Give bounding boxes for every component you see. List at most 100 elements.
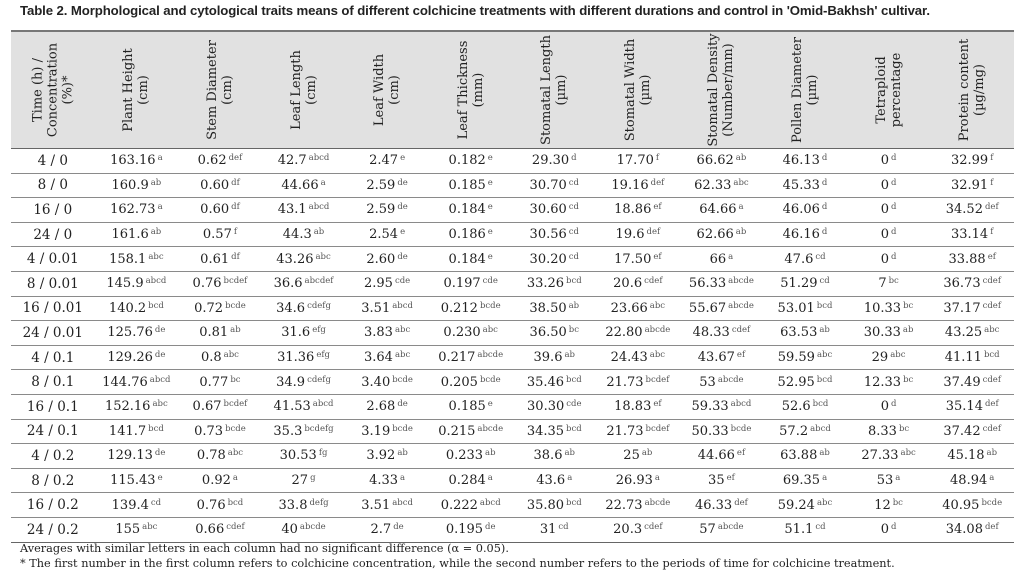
significance-letters: a	[738, 202, 744, 213]
value-cell: 33.14 f	[930, 222, 1014, 248]
significance-letters: e	[487, 153, 493, 164]
mean-value: 38.50	[529, 300, 567, 316]
significance-letters: bc	[888, 276, 899, 287]
significance-letters: cd	[815, 251, 826, 262]
value-cell: 115.43 e	[94, 468, 179, 494]
mean-value: 52.95	[777, 374, 815, 390]
table-row: 24 / 0 161.6 ab 0.57 f 44.3 ab 2.54 e 0.186 e 30.56…	[11, 222, 1014, 248]
significance-letters: ab	[485, 448, 496, 459]
significance-letters: ab	[568, 300, 580, 311]
significance-letters: bcdefg	[304, 423, 334, 434]
column-header-label: Tetraploid percentage	[874, 53, 904, 128]
value-cell: 53.01 bcd	[763, 296, 847, 322]
value-cell: 0.81 ab	[178, 320, 262, 346]
significance-letters: e	[487, 251, 493, 262]
value-cell: 52.6 bcd	[763, 394, 847, 420]
mean-value: 3.92	[366, 448, 396, 464]
mean-value: 30.20	[529, 251, 567, 267]
significance-letters: de	[154, 325, 166, 336]
mean-value: 0.78	[196, 448, 226, 464]
mean-value: 2.60	[366, 251, 396, 267]
column-header-line: Plant Height	[121, 48, 137, 132]
column-header-line: percentage	[888, 52, 904, 128]
mean-value: 29	[871, 350, 889, 366]
value-cell: 17.50 ef	[596, 246, 680, 272]
mean-value: 0.182	[448, 153, 486, 169]
mean-value: 0.76	[196, 497, 226, 513]
mean-value: 125.76	[107, 325, 153, 341]
value-cell: 10.33 bc	[846, 296, 931, 322]
value-cell: 8.33 bc	[846, 419, 931, 445]
treatment-cell: 4 / 0	[11, 148, 95, 174]
mean-value: 57	[699, 522, 716, 538]
value-cell: 161.6 ab	[94, 222, 179, 248]
value-cell: 29.30 d	[512, 148, 597, 174]
mean-value: 0.72	[194, 300, 224, 316]
value-cell: 0.73 bcde	[178, 419, 262, 445]
mean-value: 0	[880, 399, 889, 415]
value-cell: 57.2 abcd	[763, 419, 847, 445]
treatment-cell: 8 / 0.01	[11, 271, 95, 297]
value-cell: 3.64 abc	[345, 345, 429, 371]
significance-letters: ab	[150, 177, 162, 188]
value-cell: 26.93 a	[596, 468, 680, 494]
mean-value: 35.14	[945, 399, 983, 415]
significance-letters: ab	[641, 448, 653, 459]
mean-value: 44.66	[697, 448, 735, 464]
value-cell: 45.33 d	[763, 173, 847, 199]
mean-value: 40	[281, 522, 298, 538]
table-row: 24 / 0.01 125.76 de 0.81 ab 31.6 efg 3.83 abc 0.2…	[11, 320, 1014, 346]
mean-value: 35.46	[526, 374, 565, 390]
column-header-label: Leaf Thickness (mm)	[456, 41, 486, 140]
significance-letters: cdef	[644, 522, 663, 533]
value-cell: 34.08 def	[930, 517, 1014, 543]
significance-letters: e	[487, 227, 493, 238]
value-cell: 2.68 de	[345, 394, 429, 420]
significance-letters: abcde	[717, 374, 744, 385]
value-cell: 51.1 cd	[763, 517, 847, 543]
significance-letters: bcdef	[645, 423, 670, 434]
significance-letters: cd	[815, 522, 826, 533]
column-header-line: Protein content	[957, 38, 973, 142]
value-cell: 2.95 cde	[345, 271, 429, 297]
mean-value: 51.29	[780, 276, 818, 292]
mean-value: 47.6	[784, 251, 814, 267]
value-cell: 55.67 abcde	[679, 296, 764, 322]
significance-letters: a	[157, 153, 163, 164]
mean-value: 31.6	[281, 325, 311, 341]
significance-letters: ef	[653, 251, 662, 262]
header-row: Time (h) / Concentration (%)* Plant Height(…	[11, 30, 1014, 149]
mean-value: 43.25	[944, 325, 983, 341]
column-header-label: Pollen Diameter (µm)	[790, 37, 820, 143]
significance-letters: cdef	[982, 300, 1001, 311]
value-cell: 46.06 d	[763, 197, 847, 223]
mean-value: 34.9	[276, 374, 306, 390]
mean-value: 52.6	[781, 399, 811, 415]
significance-letters: abcde	[477, 350, 504, 361]
significance-letters: f	[233, 227, 237, 238]
mean-value: 32.99	[950, 153, 989, 169]
column-header-label: Stomatal Width (µm)	[623, 39, 653, 142]
footnote-treatment: * The first number in the first column r…	[20, 557, 895, 570]
value-cell: 69.35 a	[763, 468, 847, 494]
mean-value: 161.6	[111, 227, 149, 243]
significance-letters: cd	[568, 202, 579, 213]
significance-letters: ab	[150, 227, 162, 238]
significance-letters: abcd	[149, 374, 171, 385]
mean-value: 30.33	[863, 325, 901, 341]
mean-value: 36.6	[273, 276, 303, 292]
mean-value: 35.80	[526, 497, 565, 513]
value-cell: 0.66 cdef	[178, 517, 262, 543]
significance-letters: bc	[230, 374, 241, 385]
significance-letters: abcd	[145, 276, 167, 287]
significance-letters: ef	[653, 202, 662, 213]
value-cell: 18.86 ef	[596, 197, 680, 223]
column-header-line: Leaf Width	[372, 53, 388, 127]
significance-letters: d	[821, 227, 828, 238]
significance-letters: cd	[558, 522, 569, 533]
column-header: Protein content (µg/mg)	[930, 30, 1014, 149]
significance-letters: cde	[566, 399, 582, 410]
significance-letters: def	[984, 399, 999, 410]
significance-letters: cdefg	[307, 300, 331, 311]
column-header: Stomatal Width (µm)	[596, 30, 680, 149]
